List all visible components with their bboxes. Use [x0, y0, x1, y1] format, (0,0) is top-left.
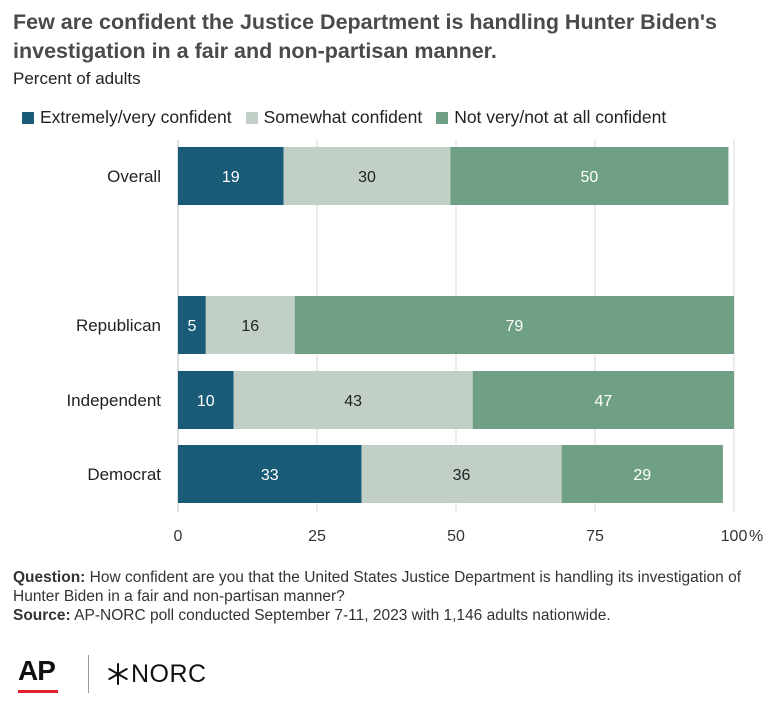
bar-republican-not-very-not-at-all-confident — [294, 296, 734, 354]
chart-title: Few are confident the Justice Department… — [13, 10, 717, 63]
norc-logo: NORC — [107, 660, 207, 689]
legend-item-not: Not very/not at all confident — [436, 107, 666, 128]
category-label-democrat: Democrat — [87, 465, 161, 484]
legend-item-extremely: Extremely/very confident — [22, 107, 232, 128]
legend: Extremely/very confident Somewhat confid… — [22, 107, 680, 128]
norc-star-icon — [108, 663, 128, 685]
category-label-republican: Republican — [76, 316, 161, 335]
question-note: Question: How confident are you that the… — [13, 568, 758, 606]
data-label-overall-somewhat-confident: 30 — [358, 169, 376, 186]
logo-divider — [88, 655, 89, 693]
data-label-independent-somewhat-confident: 43 — [344, 393, 362, 410]
ap-logo-text: AP — [18, 655, 56, 686]
source-note: Source: AP-NORC poll conducted September… — [13, 606, 758, 625]
ap-logo-underline — [18, 690, 58, 693]
norc-logo-text: NORC — [131, 659, 207, 688]
category-label-independent: Independent — [66, 391, 161, 410]
data-label-republican-somewhat-confident: 16 — [241, 318, 259, 335]
x-tick-label-75: 75 — [586, 528, 604, 545]
legend-label-somewhat: Somewhat confident — [263, 107, 423, 127]
x-tick-label-25: 25 — [308, 528, 326, 545]
legend-swatch-extremely — [22, 111, 34, 124]
data-label-republican-not-very-not-at-all-confident: 79 — [505, 318, 523, 335]
source-text: AP-NORC poll conducted September 7-11, 2… — [74, 607, 611, 624]
legend-swatch-somewhat — [245, 111, 258, 124]
data-label-democrat-not-very-not-at-all-confident: 29 — [633, 467, 651, 484]
bar-overall-extremely-very-confident — [178, 147, 284, 205]
data-label-independent-not-very-not-at-all-confident: 47 — [594, 393, 612, 410]
data-label-overall-not-very-not-at-all-confident: 50 — [581, 169, 599, 186]
bar-democrat-somewhat-confident — [361, 445, 562, 503]
bar-overall-somewhat-confident — [283, 147, 451, 205]
data-label-democrat-extremely-very-confident: 33 — [261, 467, 279, 484]
chart-footer: Question: How confident are you that the… — [13, 568, 758, 625]
data-label-republican-extremely-very-confident: 5 — [187, 318, 196, 335]
x-tick-label-50: 50 — [447, 528, 465, 545]
bar-independent-not-very-not-at-all-confident — [472, 371, 734, 429]
question-label: Question: — [13, 569, 86, 586]
chart-subtitle: Percent of adults — [13, 69, 141, 88]
legend-swatch-not — [436, 111, 449, 124]
data-label-independent-extremely-very-confident: 10 — [197, 393, 215, 410]
x-tick-label-0: 0 — [174, 528, 183, 545]
category-label-overall: Overall — [107, 167, 161, 186]
x-tick-unit: % — [749, 528, 763, 545]
bar-republican-extremely-very-confident — [178, 296, 206, 354]
bar-independent-extremely-very-confident — [178, 371, 234, 429]
ap-logo: AP — [18, 655, 58, 693]
x-tick-label-100: 100 — [721, 528, 748, 545]
bar-republican-somewhat-confident — [205, 296, 295, 354]
bar-overall-not-very-not-at-all-confident — [450, 147, 729, 205]
bar-democrat-not-very-not-at-all-confident — [561, 445, 723, 503]
data-label-democrat-somewhat-confident: 36 — [453, 467, 471, 484]
stacked-bar-chart: 0 25 50 75 100 % Overall 19 30 50 Republican 5 16 79 I… — [66, 140, 763, 545]
legend-label-not: Not very/not at all confident — [454, 107, 667, 127]
logos: AP NORC — [18, 652, 207, 696]
bar-democrat-extremely-very-confident — [178, 445, 362, 503]
legend-item-somewhat: Somewhat confident — [245, 107, 423, 128]
bar-independent-somewhat-confident — [233, 371, 473, 429]
legend-label-extremely: Extremely/very confident — [40, 107, 232, 127]
data-label-overall-extremely-very-confident: 19 — [222, 169, 240, 186]
source-label: Source: — [13, 607, 71, 624]
question-text: How confident are you that the United St… — [13, 569, 742, 605]
